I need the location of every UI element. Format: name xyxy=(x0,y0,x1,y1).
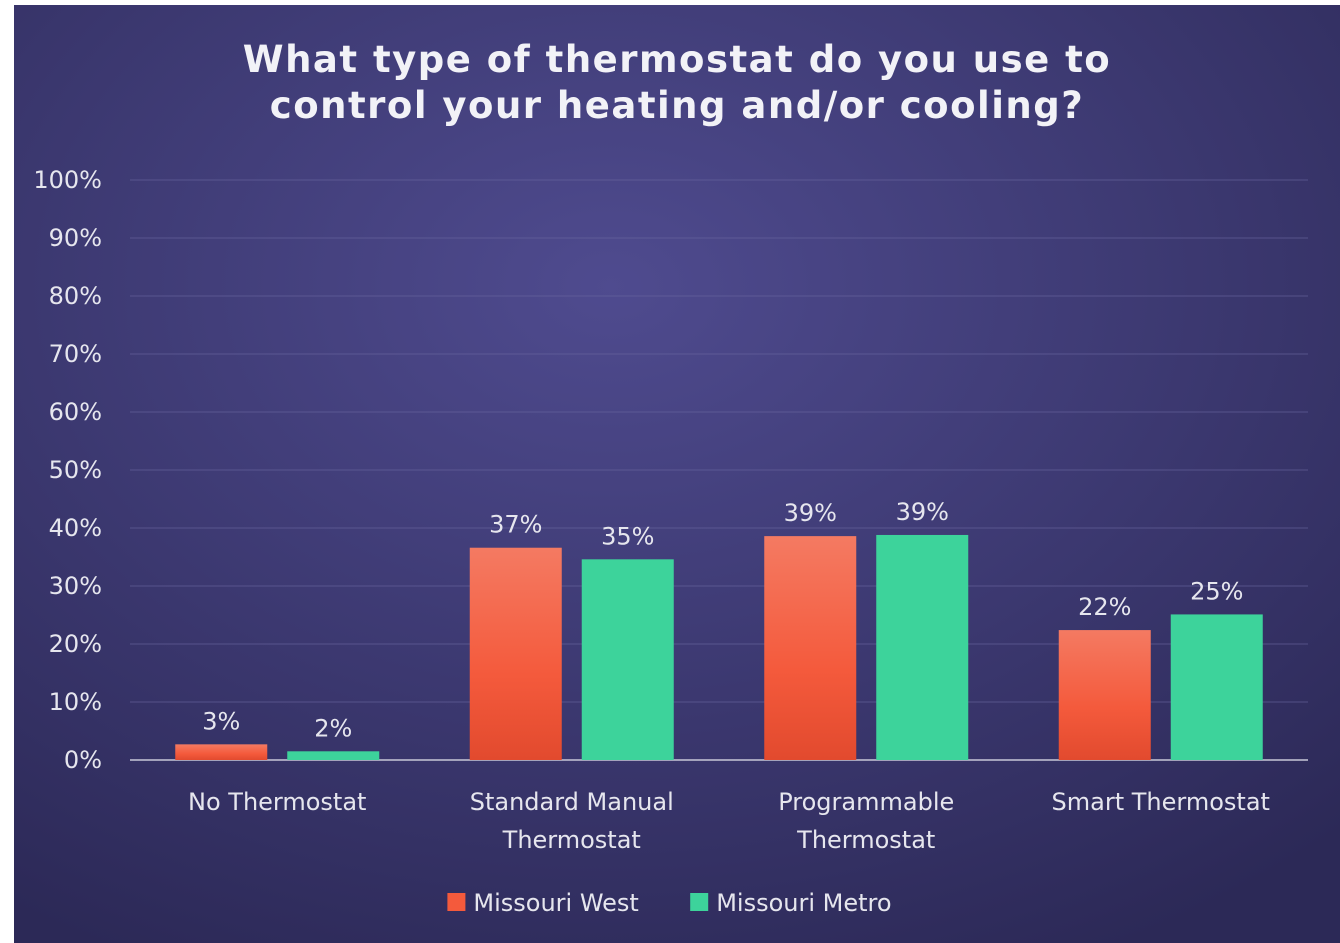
y-tick-label: 20% xyxy=(49,630,102,658)
x-tick-label: Standard Manual Thermostat xyxy=(470,788,674,854)
bar xyxy=(876,534,969,760)
bar xyxy=(175,744,268,760)
y-tick-label: 100% xyxy=(33,166,102,194)
y-tick-label: 0% xyxy=(64,746,102,774)
y-tick-label: 90% xyxy=(49,224,102,252)
y-tick-label: 80% xyxy=(49,282,102,310)
data-label: 39% xyxy=(784,499,837,527)
bar xyxy=(287,751,380,760)
chart-title: What type of thermostat do you use to con… xyxy=(243,38,1111,127)
chart-background xyxy=(14,5,1340,943)
y-tick-label: 30% xyxy=(49,572,102,600)
data-label: 3% xyxy=(202,707,240,735)
bar xyxy=(1170,614,1263,760)
data-label: 25% xyxy=(1190,577,1243,605)
bar xyxy=(581,559,674,760)
x-tick-label: Programmable Thermostat xyxy=(778,788,954,854)
bar xyxy=(469,547,562,760)
y-tick-label: 10% xyxy=(49,688,102,716)
data-label: 2% xyxy=(314,714,352,742)
data-label: 35% xyxy=(601,522,654,550)
y-tick-label: 60% xyxy=(49,398,102,426)
bar xyxy=(764,536,857,760)
x-tick-label: Smart Thermostat xyxy=(1052,788,1270,816)
y-tick-label: 50% xyxy=(49,456,102,484)
y-tick-label: 40% xyxy=(49,514,102,542)
legend-swatch xyxy=(690,893,709,911)
legend-swatch xyxy=(447,893,466,911)
legend-label: Missouri West xyxy=(473,889,638,917)
bar xyxy=(1058,630,1151,760)
x-tick-label: No Thermostat xyxy=(188,788,366,816)
data-label: 22% xyxy=(1078,593,1131,621)
legend-label: Missouri Metro xyxy=(716,889,891,917)
data-label: 37% xyxy=(489,511,542,539)
y-tick-label: 70% xyxy=(49,340,102,368)
data-label: 39% xyxy=(896,498,949,526)
